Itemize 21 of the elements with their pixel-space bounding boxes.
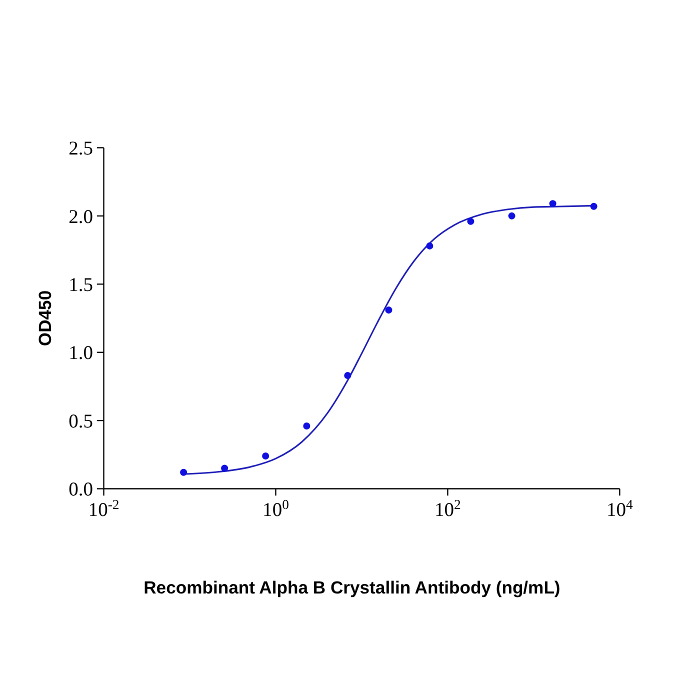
point [549,200,556,208]
y-tick-label: 1.0 [68,343,94,364]
y-tick-label: 0.5 [68,411,94,432]
x-tick-label: 10$^{0}$ [262,496,290,522]
point [508,212,516,220]
point [385,306,392,314]
point [467,218,474,225]
x-axis-title: Recombinant Alpha B Crystallin Antibody (ng/mL) [144,577,560,598]
point [221,464,228,472]
point [262,452,270,460]
x-tick-label: 10$^{2}$ [434,496,462,522]
y-tick-label: 1.5 [68,274,94,296]
y-tick-label: 2.5 [68,138,94,160]
point [426,242,434,250]
point [590,202,598,210]
point [180,468,188,476]
point [303,422,310,430]
y-axis-title: OD450 [34,290,55,346]
y-tick-label: 2.0 [68,206,94,228]
x-tick-label: 10$^{4}$ [606,496,634,522]
point [344,372,352,380]
